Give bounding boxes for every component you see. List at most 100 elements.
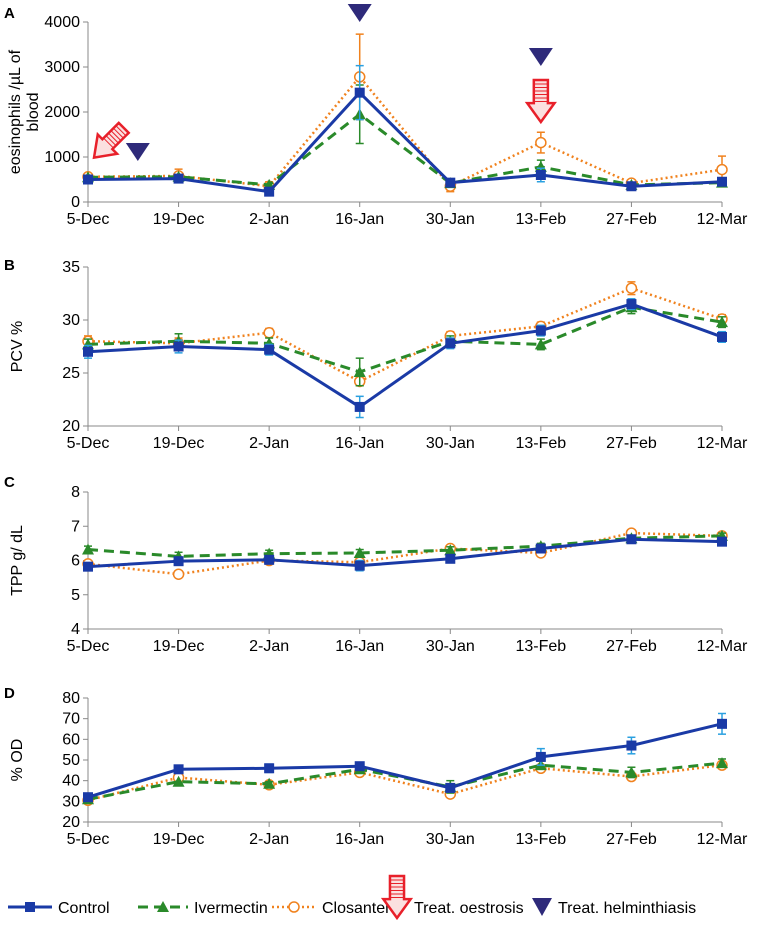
- down-arrow-icon: [380, 874, 414, 921]
- x-tick-label: 5-Dec: [67, 831, 110, 848]
- series-line-ivermectin: [87, 112, 723, 187]
- legend: Control Ivermectin Closantel Treat. oest…: [8, 874, 696, 921]
- y-tick-label: 2000: [44, 104, 80, 121]
- chart-panel-b: 20 25 30 35 5-Dec 19-Dec 2-Jan 16-Jan 30-Jan 13-F…: [9, 259, 748, 452]
- legend-treat-oestrosis-label: Treat. oestrosis: [414, 900, 524, 917]
- series-line-control: [87, 537, 723, 569]
- data-point-control: [717, 331, 727, 342]
- data-point-control: [445, 177, 456, 188]
- treat-oestrosis-arrow-shape: [92, 121, 131, 160]
- y-tick-label: 80: [62, 690, 80, 707]
- data-point-ivermectin: [172, 775, 185, 787]
- legend-closantel-label: Closantel: [322, 900, 389, 917]
- data-point-ivermectin: [82, 338, 94, 350]
- x-tick-label: 5-Dec: [67, 435, 110, 452]
- data-point-closantel: [716, 163, 728, 176]
- series-control: [83, 64, 727, 197]
- series-line-control: [87, 302, 723, 409]
- y-axis-label-line: PCV %: [9, 321, 26, 373]
- y-axis-label: PCV %: [9, 321, 26, 373]
- data-point-closantel: [263, 326, 275, 339]
- y-tick-label: 3000: [44, 59, 80, 76]
- data-point-control: [535, 170, 546, 180]
- x-tick-label: 12-Mar: [697, 211, 748, 228]
- data-point-closantel: [535, 136, 547, 149]
- x-tick-label: 13-Feb: [516, 638, 567, 655]
- panel-label-d: D: [4, 685, 15, 702]
- data-point-control: [626, 534, 637, 545]
- legend-control-label: Control: [58, 900, 110, 917]
- x-tick-label: 30-Jan: [426, 638, 475, 655]
- y-tick-label: 8: [71, 484, 80, 501]
- chart-panels: 0 1000 2000 3000 4000 5-Dec 19-Dec 2-Jan 16-Jan 3…: [7, 4, 748, 848]
- x-tick-label: 16-Jan: [335, 831, 384, 848]
- data-point-control: [717, 176, 727, 187]
- x-tick-label: 19-Dec: [153, 638, 205, 655]
- x-tick-label: 13-Feb: [516, 211, 567, 228]
- panel-label-a: A: [4, 5, 15, 22]
- x-tick-label: 19-Dec: [153, 435, 205, 452]
- data-point-control: [264, 554, 275, 565]
- x-tick-label: 30-Jan: [426, 831, 475, 848]
- y-axis-label: TPP g/ dL: [9, 525, 26, 596]
- y-tick-label: 6: [71, 553, 80, 570]
- treat-helminthiasis-marker: [125, 143, 150, 161]
- data-point-control: [626, 299, 637, 310]
- data-point-control: [717, 718, 727, 729]
- x-tick-label: 13-Feb: [516, 435, 567, 452]
- y-tick-label: 20: [62, 814, 80, 831]
- series-closantel: [82, 33, 728, 193]
- data-point-control: [173, 173, 184, 184]
- data-point-control: [83, 346, 93, 357]
- y-axis-label-line: % OD: [9, 739, 26, 782]
- treat-oestrosis-arrow-hatch: [106, 135, 116, 146]
- legend-item-treat-helminthiasis: Treat. helminthiasis: [532, 898, 696, 917]
- series-control: [83, 298, 727, 419]
- series-line-ivermectin: [87, 305, 723, 374]
- data-point-ivermectin: [263, 777, 276, 789]
- y-tick-label: 5: [71, 587, 80, 604]
- legend-item-closantel: Closantel: [272, 900, 389, 917]
- data-point-ivermectin: [534, 160, 547, 172]
- y-tick-label: 30: [62, 312, 80, 329]
- data-point-control: [83, 174, 93, 185]
- data-point-control: [535, 543, 546, 554]
- data-point-control: [173, 341, 184, 352]
- data-point-control: [83, 561, 93, 572]
- data-point-control: [626, 181, 637, 192]
- y-tick-label: 50: [62, 752, 80, 769]
- y-axis-label: % OD: [9, 739, 26, 782]
- x-tick-label: 2-Jan: [249, 638, 289, 655]
- data-point-control: [717, 536, 727, 547]
- legend-ivermectin-label: Ivermectin: [194, 900, 268, 917]
- y-axis-label-line: eosinophils /µL of: [7, 49, 24, 174]
- data-point-control: [626, 740, 637, 751]
- x-tick-label: 5-Dec: [67, 638, 110, 655]
- series-control: [83, 534, 727, 572]
- series-line-control: [87, 91, 723, 194]
- y-tick-label: 0: [71, 194, 80, 211]
- data-point-control: [354, 761, 365, 772]
- y-tick-label: 1000: [44, 149, 80, 166]
- y-tick-label: 20: [62, 418, 80, 435]
- data-point-control: [264, 763, 275, 774]
- treat-helminthiasis-marker: [528, 48, 553, 66]
- y-tick-label: 4: [71, 621, 80, 638]
- chart-panel-a: 0 1000 2000 3000 4000 5-Dec 19-Dec 2-Jan 16-Jan 3…: [7, 4, 748, 228]
- data-point-ivermectin: [716, 757, 728, 769]
- y-tick-label: 40: [62, 773, 80, 790]
- data-point-control: [445, 553, 456, 564]
- data-point-ivermectin: [353, 365, 366, 377]
- treat-oestrosis-arrow-hatch: [111, 130, 121, 141]
- data-point-control: [535, 751, 546, 762]
- y-tick-label: 60: [62, 731, 80, 748]
- series-control: [83, 712, 727, 803]
- treat-helminthiasis-marker: [347, 4, 372, 22]
- treat-oestrosis-arrow-hatch: [113, 128, 124, 138]
- series-line-closantel: [87, 531, 723, 576]
- y-tick-label: 30: [62, 793, 80, 810]
- y-tick-label: 35: [62, 259, 80, 276]
- x-tick-label: 27-Feb: [606, 638, 657, 655]
- data-point-control: [445, 338, 456, 349]
